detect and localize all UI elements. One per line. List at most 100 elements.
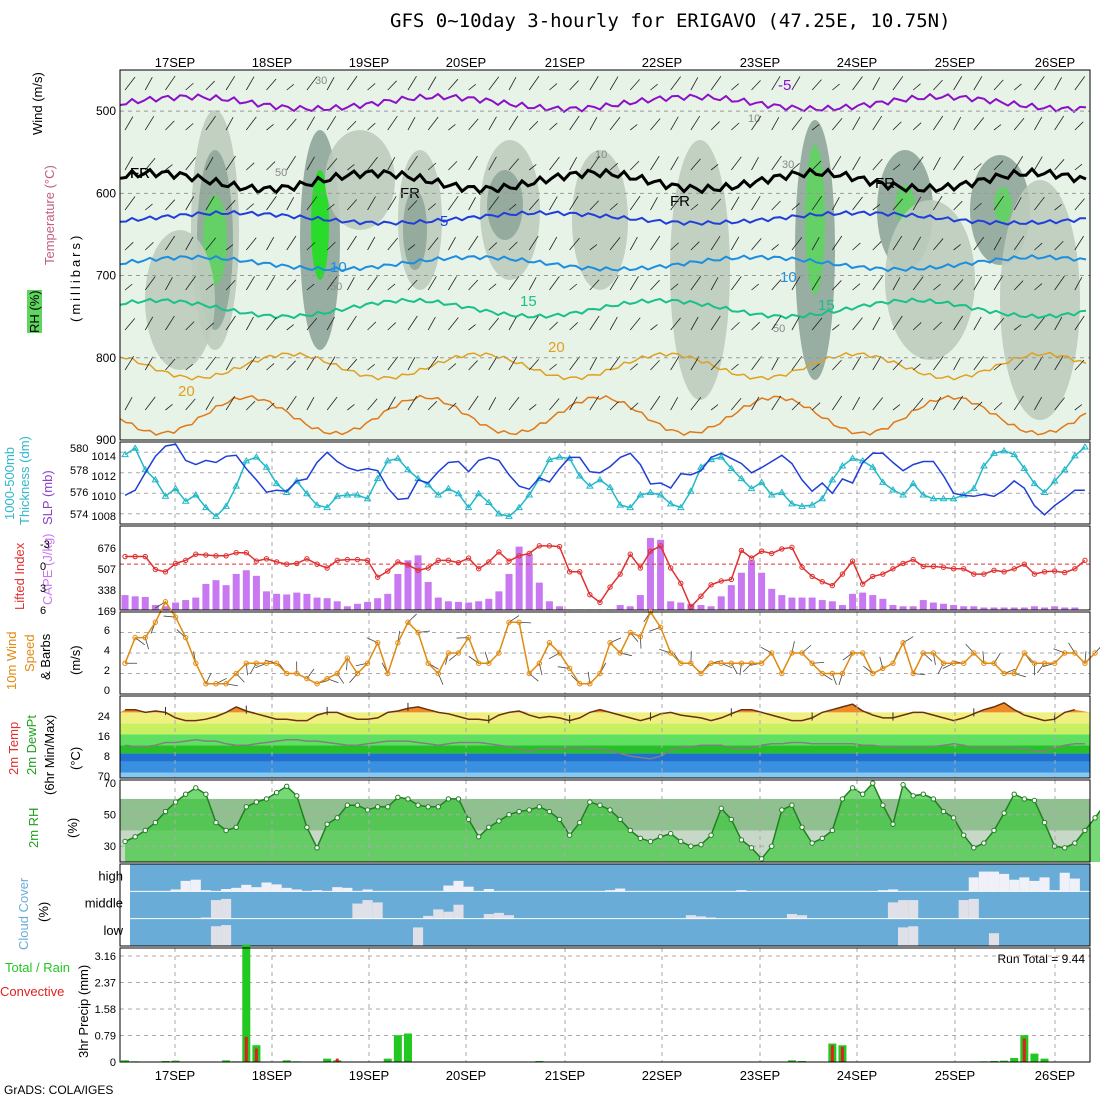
wind-barb bbox=[892, 121, 902, 131]
wind-barb bbox=[468, 360, 478, 371]
wind-barb bbox=[953, 76, 963, 91]
wind-barb bbox=[993, 236, 1002, 251]
wind-barb bbox=[670, 76, 681, 91]
wind-barb bbox=[407, 357, 416, 371]
cape-bar bbox=[444, 601, 452, 610]
rh2m-point bbox=[304, 824, 310, 831]
wind-barb bbox=[1054, 115, 1065, 131]
cloud-bar-high bbox=[291, 889, 302, 892]
wind-barb bbox=[165, 358, 176, 371]
thickness-point bbox=[313, 501, 321, 508]
cape-bar bbox=[748, 560, 756, 610]
wind-barb bbox=[650, 395, 661, 411]
cape-bar bbox=[485, 598, 493, 610]
thickness-point bbox=[656, 491, 665, 498]
wind-barb bbox=[1074, 315, 1085, 331]
temp-line bbox=[125, 701, 1075, 722]
wind-barb bbox=[468, 155, 478, 171]
rh2m-point bbox=[334, 815, 340, 821]
rh2m-point bbox=[486, 824, 492, 831]
wind-speed-point bbox=[385, 670, 391, 677]
thickness-point bbox=[990, 449, 998, 456]
rh2m-point bbox=[637, 835, 644, 842]
thickness-point bbox=[191, 491, 200, 498]
wind-barb bbox=[306, 242, 316, 251]
wind-barb bbox=[266, 124, 274, 131]
wind-barb bbox=[508, 241, 518, 251]
wind-barb bbox=[690, 158, 701, 171]
wind-barb bbox=[629, 276, 639, 291]
wind-barb bbox=[771, 76, 781, 91]
wind-barb bbox=[549, 321, 558, 331]
wind-barb bbox=[144, 356, 154, 371]
thickness-point bbox=[202, 503, 210, 511]
cape-bar bbox=[1071, 607, 1079, 610]
precip-bar bbox=[222, 1060, 231, 1062]
rh-contour bbox=[994, 187, 1012, 223]
wind-barb bbox=[144, 276, 156, 291]
wind-barb bbox=[811, 160, 822, 171]
wind-speed-point bbox=[284, 670, 290, 677]
lifted-index-point bbox=[849, 558, 856, 564]
cape-bar bbox=[384, 593, 392, 610]
rh-tick: 70 bbox=[104, 778, 116, 790]
wind-speed-point bbox=[435, 670, 441, 677]
wind-barb bbox=[791, 76, 801, 91]
slp-left-tick: 574 bbox=[70, 509, 88, 521]
cape-bar bbox=[879, 598, 887, 610]
label-total-rain: Total / Rain bbox=[4, 960, 70, 975]
rh-contour bbox=[572, 150, 628, 290]
rh2m-point bbox=[647, 838, 654, 845]
wind-barb bbox=[771, 395, 782, 411]
thickness-point bbox=[222, 502, 230, 509]
lifted-index-point bbox=[587, 592, 593, 598]
label-convective: Convective bbox=[0, 984, 65, 999]
rh2m-point bbox=[324, 821, 330, 827]
cape-bar bbox=[192, 597, 200, 610]
wind-barb bbox=[387, 196, 397, 211]
cloud-bar-high bbox=[271, 884, 282, 892]
wind-speed-point bbox=[294, 670, 300, 677]
cloud-bar-high bbox=[362, 889, 373, 892]
cloud-bar-high bbox=[281, 887, 292, 892]
wind-barb bbox=[165, 199, 176, 211]
cape-bar bbox=[909, 606, 917, 610]
thickness-point bbox=[1000, 446, 1008, 454]
wind-speed-point bbox=[475, 660, 482, 666]
li-tick: -3 bbox=[40, 539, 50, 551]
wind-barb bbox=[427, 316, 436, 331]
wind-barb bbox=[589, 315, 600, 331]
wind-barb bbox=[185, 157, 196, 171]
wind-barb bbox=[549, 276, 560, 291]
wind-barb bbox=[630, 124, 638, 131]
conv-bar bbox=[1022, 1038, 1026, 1062]
cape-bar bbox=[737, 572, 745, 610]
temp-band bbox=[120, 712, 1090, 724]
thickness-point bbox=[495, 509, 503, 517]
wind-barb bbox=[670, 156, 679, 171]
thickness-point bbox=[262, 463, 271, 470]
thickness-point bbox=[919, 491, 928, 498]
thickness-point bbox=[848, 454, 857, 461]
precip-bar bbox=[383, 1058, 392, 1062]
cape-bar bbox=[364, 601, 372, 610]
wind-barb bbox=[953, 116, 962, 131]
rh2m-point bbox=[374, 804, 381, 810]
rh-tick: 30 bbox=[104, 841, 116, 853]
date-label-bottom: 24SEP bbox=[836, 1068, 878, 1083]
rh2m-point bbox=[314, 845, 320, 851]
wind-barb bbox=[387, 396, 396, 411]
wind-speed-point bbox=[536, 660, 543, 666]
thickness-point bbox=[383, 456, 392, 464]
upper-frame bbox=[119, 69, 1091, 441]
date-label-top: 18SEP bbox=[251, 55, 293, 70]
wind-speed-point bbox=[425, 660, 431, 666]
wind-barb bbox=[710, 235, 721, 251]
wind-barb bbox=[165, 75, 176, 91]
wind-barb bbox=[326, 316, 335, 331]
lifted-index-point bbox=[607, 584, 613, 590]
wind-barb bbox=[791, 316, 800, 331]
wind-barb bbox=[710, 164, 719, 171]
lifted-index-point bbox=[233, 550, 239, 556]
thickness-point bbox=[777, 488, 786, 495]
